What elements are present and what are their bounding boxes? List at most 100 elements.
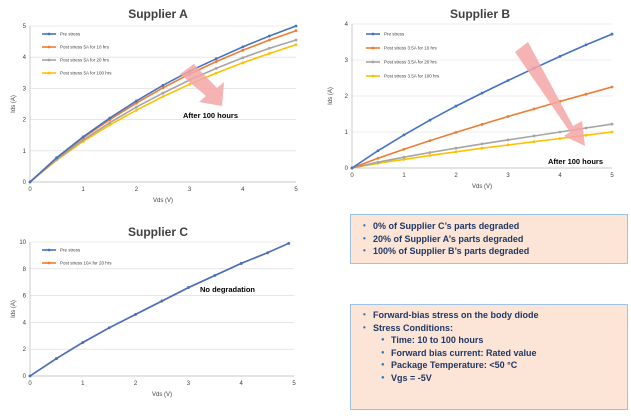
summary-item: • 20% of Supplier A’s parts degraded (363, 233, 627, 246)
data-point (428, 151, 432, 154)
chart-supplier-b-svg: Supplier B 0 1 2 3 4 0 1 2 3 4 5 Vds (V) Ids (A) Pre s… (328, 7, 614, 190)
data-point (28, 374, 32, 378)
data-point (558, 55, 562, 58)
x-axis-label: Vds (V) (153, 198, 173, 204)
data-point (480, 142, 484, 146)
data-point (480, 91, 484, 95)
data-point (454, 130, 458, 134)
condition-sub-item: ● Vgs = -5V (373, 372, 627, 385)
data-point (584, 92, 588, 96)
x-tick-label: 1 (402, 173, 406, 179)
data-point (266, 251, 269, 255)
legend-marker (47, 261, 51, 265)
data-point (584, 126, 588, 130)
data-point (241, 56, 245, 60)
condition-sub-item: ● Time: 10 to 100 hours (373, 334, 627, 347)
x-tick-label: 4 (241, 187, 245, 193)
data-point (214, 60, 218, 63)
data-point (160, 299, 164, 303)
stress-conditions-box: • Forward-bias stress on the body diode •… (350, 304, 628, 410)
data-point (376, 149, 380, 153)
data-point (135, 101, 138, 105)
chart-annotation: After 100 hours (548, 157, 603, 166)
data-point (294, 29, 298, 33)
legend-marker (47, 58, 51, 62)
data-point (268, 38, 271, 42)
legend-label: Post stress 5A for 10 hrs (60, 45, 110, 50)
legend-marker (371, 74, 375, 78)
data-point (532, 107, 536, 111)
sub-bullet-icon: ● (381, 349, 385, 356)
legend-label: Post stress 5A for 20 hrs (60, 58, 110, 63)
data-point (610, 130, 614, 134)
y-tick-label: 2 (345, 94, 349, 100)
x-tick-label: 3 (187, 381, 191, 387)
chart-supplier-c-svg: Supplier C 0 2 4 6 8 10 0 1 2 3 4 5 Vds (V) Ids (A) Pre… (11, 225, 296, 398)
condition-item: • Stress Conditions: (363, 322, 627, 335)
data-point (134, 312, 137, 316)
chart-annotation: After 100 hours (183, 111, 238, 120)
data-point (55, 357, 58, 360)
degradation-arrow (180, 64, 224, 106)
y-tick-label: 0 (23, 180, 27, 186)
data-point (241, 61, 245, 65)
y-tick-label: 1 (23, 149, 27, 155)
condition-sub-item-text: Forward bias current: Rated value (391, 347, 537, 358)
data-point (610, 85, 614, 89)
series-line (29, 43, 297, 183)
x-tick-label: 0 (28, 187, 32, 193)
data-point (213, 274, 217, 277)
data-point (558, 137, 562, 140)
data-point (28, 180, 32, 184)
data-point (428, 154, 432, 157)
data-point (161, 83, 165, 87)
legend-marker (47, 32, 51, 36)
data-point (428, 118, 432, 122)
legend-label: Pre stress (60, 32, 81, 37)
data-point (214, 57, 218, 61)
data-point (506, 115, 510, 118)
summary-item: • 100% of Supplier B’s parts degraded (363, 245, 627, 258)
sub-bullet-icon: ● (381, 362, 385, 368)
summary-item-text: 20% of Supplier A’s parts degraded (373, 233, 524, 244)
y-tick-label: 8 (23, 267, 27, 273)
data-point (287, 241, 291, 245)
chart-supplier-a-svg: Supplier A 0 1 2 3 4 5 0 1 2 3 4 5 Vds (V) Ids (A) Pre … (11, 7, 298, 204)
condition-item-text: Forward-bias stress on the body diode (373, 310, 539, 320)
x-tick-label: 2 (135, 187, 139, 193)
legend-marker (371, 60, 375, 64)
condition-item-text: Stress Conditions: (373, 322, 454, 333)
x-tick-label: 3 (188, 187, 192, 193)
data-point (161, 95, 165, 98)
chart-title: Supplier A (128, 7, 188, 21)
condition-sub-item-text: Time: 10 to 100 hours (391, 335, 484, 345)
x-tick-label: 5 (294, 187, 298, 193)
x-axis-label: Vds (V) (472, 184, 492, 190)
data-point (532, 134, 536, 138)
y-tick-label: 4 (23, 55, 27, 61)
data-point (402, 133, 406, 137)
legend-label: Post stress 5A for 100 hrs (60, 71, 112, 76)
x-tick-label: 2 (134, 381, 138, 387)
data-point (402, 147, 406, 151)
data-point (428, 139, 432, 143)
chart-supplier-c: Supplier C 0 2 4 6 8 10 0 1 2 3 4 5 Vds (V) Ids (A) Pre… (8, 222, 308, 412)
data-point (161, 86, 165, 90)
chart-annotation: No degradation (200, 285, 255, 294)
data-point (480, 146, 484, 150)
y-tick-label: 10 (19, 240, 26, 246)
legend-label: Post stress 3.5A for 100 hrs (384, 74, 440, 79)
data-point (135, 105, 138, 109)
x-axis-label: Vds (V) (152, 392, 172, 398)
data-point (506, 143, 510, 147)
data-point (454, 146, 458, 150)
y-tick-label: 0 (345, 166, 349, 172)
y-tick-label: 2 (23, 118, 27, 124)
condition-sub-item-text: Package Temperature: <50 °C (391, 360, 518, 370)
legend-label: Post stress 10A for 20 hrs (60, 261, 112, 266)
data-point (135, 99, 138, 103)
condition-sub-item: ● Package Temperature: <50 °C (373, 359, 627, 372)
x-tick-label: 5 (292, 381, 296, 387)
chart-title: Supplier C (128, 225, 188, 239)
data-point (241, 45, 245, 49)
